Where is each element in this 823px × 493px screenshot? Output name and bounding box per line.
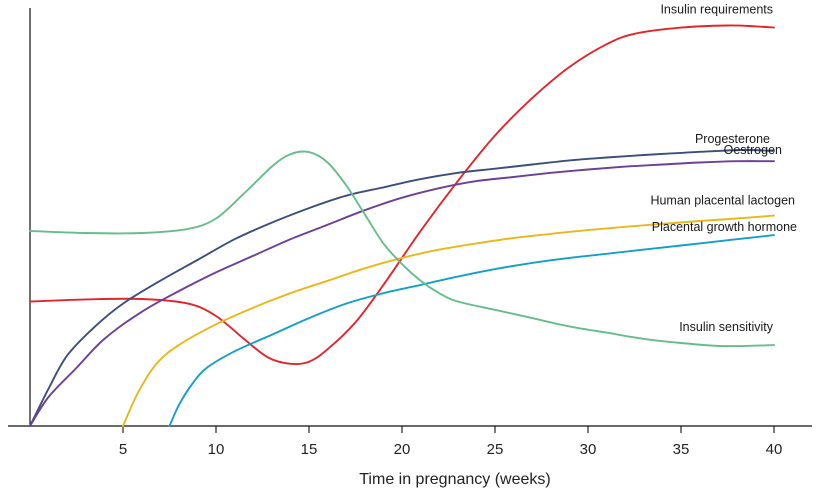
- series-line-human-placental-lactogen: [122, 214, 775, 427]
- series-line-oestrogen: [29, 160, 775, 427]
- x-axis-ticks: 5 10 15 20 25 30 35 40: [119, 426, 783, 458]
- x-tick-label: 20: [394, 441, 411, 458]
- series-label-human-placental-lactogen: Human placental lactogen: [650, 194, 795, 208]
- series-label-progesterone: Progesterone: [695, 132, 770, 146]
- x-tick-label: 35: [673, 441, 690, 458]
- series-line-insulin-requirements: [29, 24, 775, 366]
- series-curves: [29, 24, 775, 427]
- x-tick-label: 30: [580, 441, 597, 458]
- x-tick-label: 25: [487, 441, 504, 458]
- series-line-insulin-sensitivity: [29, 150, 775, 348]
- series-line-placental-growth-hormone: [168, 234, 775, 427]
- x-tick-label: 10: [208, 441, 225, 458]
- x-tick-label: 15: [301, 441, 318, 458]
- x-tick-label: 40: [766, 441, 783, 458]
- x-axis-title: Time in pregnancy (weeks): [359, 471, 550, 488]
- series-label-insulin-requirements: Insulin requirements: [660, 3, 773, 17]
- series-label-placental-growth-hormone: Placental growth hormone: [652, 220, 797, 234]
- series-labels: Insulin requirements ProgesteroneOestroge…: [650, 3, 797, 334]
- series-line-progesterone: [29, 149, 775, 427]
- x-tick-label: 5: [119, 441, 127, 458]
- series-label-oestrogen: Oestrogen: [724, 143, 782, 157]
- series-label-insulin-sensitivity: Insulin sensitivity: [679, 320, 774, 334]
